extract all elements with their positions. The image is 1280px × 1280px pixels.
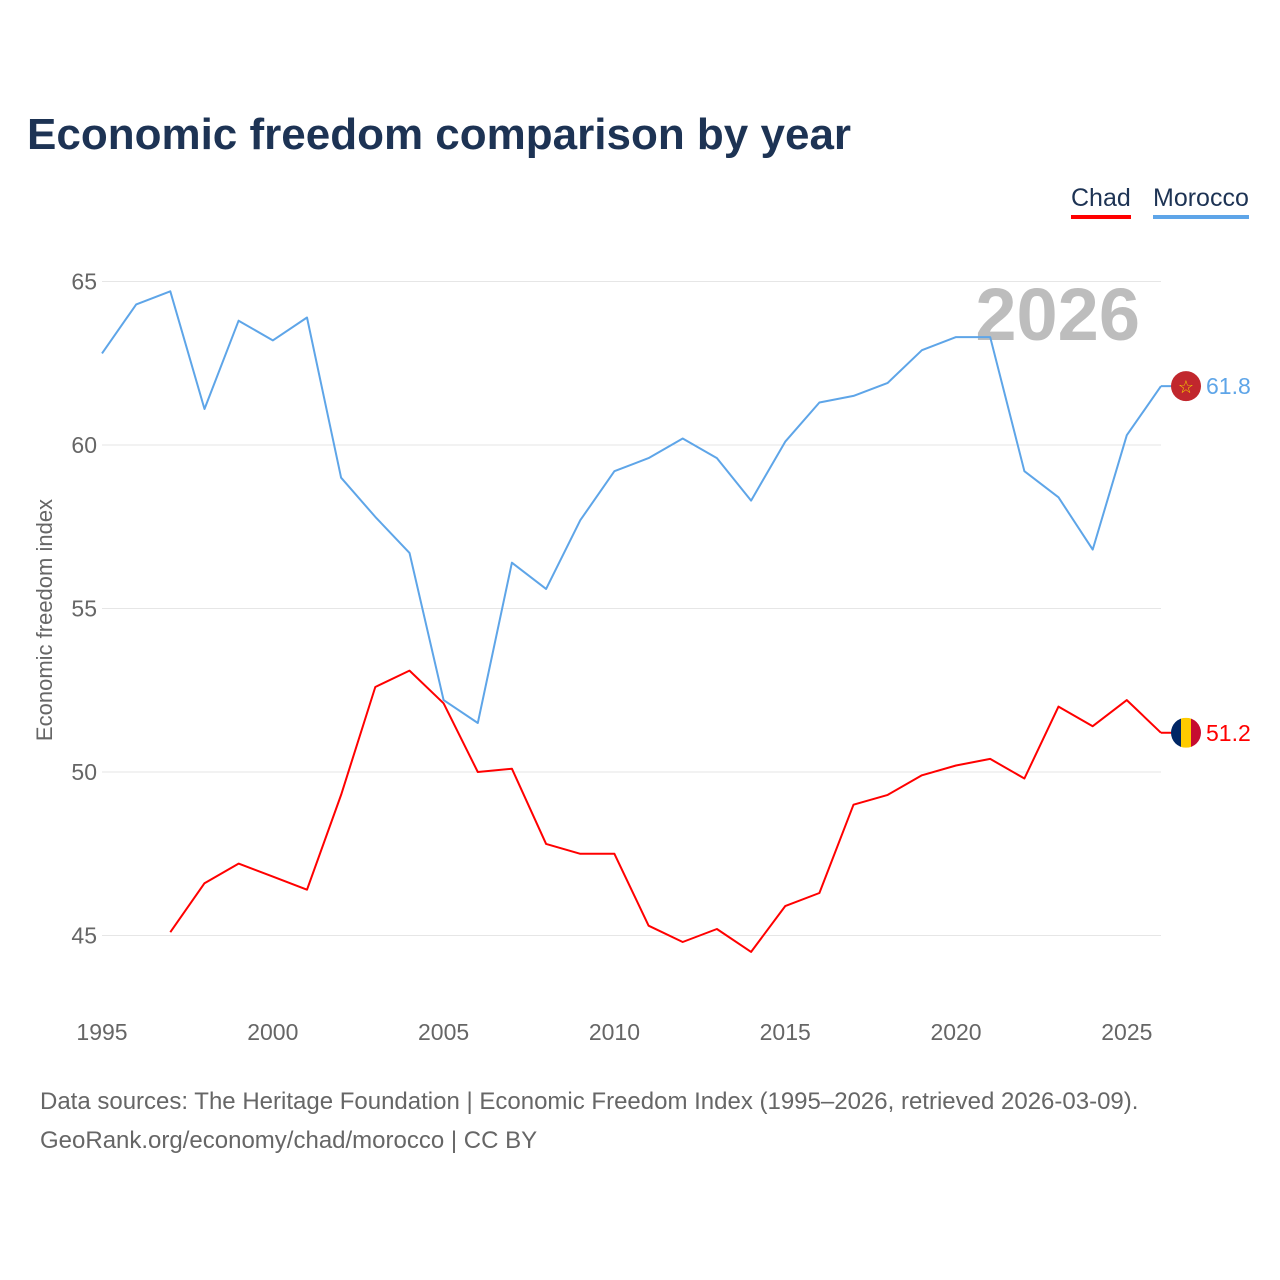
x-tick-label: 2005 [418, 1019, 469, 1045]
x-tick-label: 1995 [76, 1019, 127, 1045]
y-tick-label: 60 [71, 432, 97, 458]
series-line-morocco [101, 290, 1162, 724]
y-tick-label: 50 [71, 759, 97, 785]
footer-url: GeoRank.org/economy/chad/morocco | CC BY [40, 1127, 538, 1154]
series-line-chad [169, 669, 1162, 953]
end-value-label: 51.2 [1206, 720, 1251, 746]
star-icon: ☆ [1178, 377, 1194, 397]
legend-morocco[interactable]: Morocco [1153, 184, 1249, 219]
x-tick-label: 2015 [760, 1019, 811, 1045]
y-tick-label: 65 [71, 269, 97, 295]
chart-title: Economic freedom comparison by year [27, 110, 852, 159]
chad-flag-icon [1171, 717, 1201, 748]
end-value-label: 61.8 [1206, 373, 1251, 399]
y-axis-label: Economic freedom index [32, 499, 57, 741]
y-tick-label: 45 [71, 923, 97, 949]
y-tick-label: 55 [71, 596, 97, 622]
x-tick-label: 2025 [1101, 1019, 1152, 1045]
footer-sources: Data sources: The Heritage Foundation | … [40, 1088, 1139, 1115]
morocco-flag-icon [1171, 371, 1201, 402]
x-tick-label: 2020 [930, 1019, 981, 1045]
year-watermark: 2026 [975, 273, 1140, 356]
legend-chad[interactable]: Chad [1071, 184, 1131, 219]
x-tick-label: 2010 [589, 1019, 640, 1045]
x-tick-label: 2000 [247, 1019, 298, 1045]
